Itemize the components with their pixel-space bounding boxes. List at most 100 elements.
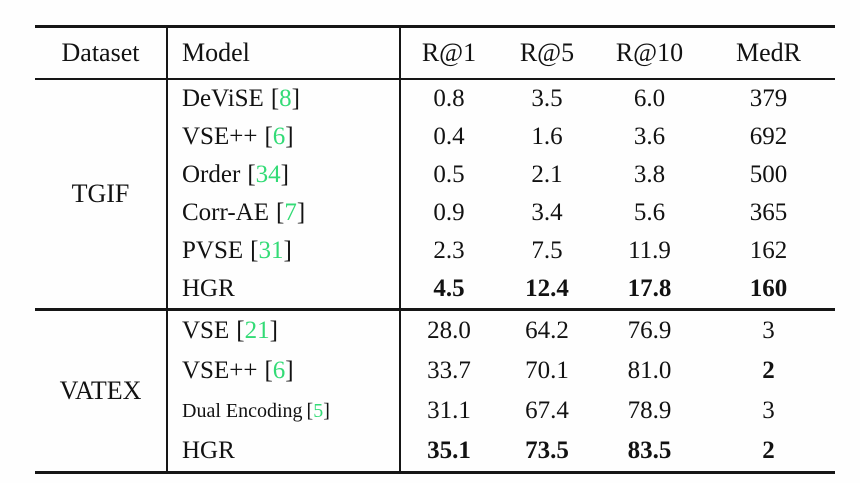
metric-value-r10: 17.8 <box>627 275 672 302</box>
metric-value-r5: 70.1 <box>525 357 569 384</box>
table-row: HGR 4.5 12.4 17.8 160 <box>35 270 835 310</box>
model-name: PVSE <box>182 237 244 264</box>
bracket-close: ] <box>296 199 306 226</box>
citation-number: 7 <box>284 199 297 226</box>
bracket-open: [ <box>270 85 280 112</box>
table-row: VSE++ [6] 0.4 1.6 3.6 692 <box>35 118 835 156</box>
citation-ref: [21] <box>236 317 278 344</box>
model-name: HGR <box>182 275 235 302</box>
bracket-close: ] <box>269 317 278 344</box>
metric-value-r5: 1.6 <box>531 123 563 150</box>
model-cell: Order [34] <box>167 156 401 194</box>
bracket-close: ] <box>283 237 292 264</box>
table-row: Order [34] 0.5 2.1 3.8 500 <box>35 156 835 194</box>
bracket-open: [ <box>247 161 256 188</box>
model-cell: VSE [21] <box>167 309 401 351</box>
metric-value-medr: 2 <box>762 437 775 464</box>
bracket-close: ] <box>291 85 300 112</box>
citation-ref: [5] <box>307 400 330 422</box>
header-row: Dataset Model R@1 R@5 R@10 MedR <box>35 26 835 80</box>
model-name: VSE++ <box>182 357 258 384</box>
column-header-r10: R@10 <box>597 26 702 80</box>
metric-value-r1: 28.0 <box>427 317 471 344</box>
metric-value-medr: 3 <box>762 397 775 424</box>
citation-ref: [7] <box>276 199 305 226</box>
model-cell: Dual Encoding [5] <box>167 391 401 431</box>
table-row: HGR 35.1 73.5 83.5 2 <box>35 431 835 473</box>
table-row: PVSE [31] 2.3 7.5 11.9 162 <box>35 232 835 270</box>
bracket-open: [ <box>275 199 285 226</box>
metric-value-medr: 160 <box>749 275 788 302</box>
model-cell: HGR <box>167 431 401 473</box>
section-vatex: VATEX VSE [21] 28.0 64.2 76.9 3 VSE++ [6] … <box>35 309 835 473</box>
citation-ref: [6] <box>264 357 293 384</box>
table-header: Dataset Model R@1 R@5 R@10 MedR <box>35 26 835 80</box>
table-row: TGIF DeViSE [8] 0.8 3.5 6.0 379 <box>35 79 835 310</box>
bracket-open: [ <box>236 317 245 344</box>
metric-value-medr: 2 <box>762 357 775 384</box>
metric-value-r1: 31.1 <box>427 397 471 424</box>
model-name: DeViSE <box>182 85 264 112</box>
citation-number: 6 <box>272 123 286 150</box>
metric-value-medr: 162 <box>749 237 788 264</box>
model-name: VSE++ <box>182 123 258 150</box>
bracket-open: [ <box>306 399 314 422</box>
citation-number: 34 <box>255 161 281 188</box>
citation-number: 5 <box>313 399 324 422</box>
metric-value-r5: 73.5 <box>525 437 569 464</box>
citation-ref: [31] <box>250 237 292 264</box>
table-row: VSE++ [6] 33.7 70.1 81.0 2 <box>35 351 835 391</box>
metric-value-r1: 2.3 <box>433 237 465 264</box>
model-cell: Corr-AE [7] <box>167 194 401 232</box>
dataset-label-vatex: VATEX <box>35 309 168 473</box>
section-tgif: TGIF DeViSE [8] 0.8 3.5 6.0 379 VSE++ [6] … <box>35 79 835 310</box>
bracket-open: [ <box>264 123 273 150</box>
metric-value-r5: 7.5 <box>531 237 563 264</box>
metric-value-r10: 78.9 <box>627 397 672 424</box>
table-row: Dual Encoding [5] 31.1 67.4 78.9 3 <box>35 391 835 431</box>
model-cell: VSE++ [6] <box>167 351 401 391</box>
results-table-container: Dataset Model R@1 R@5 R@10 MedR TGIF DeV… <box>35 25 835 474</box>
bracket-open: [ <box>250 237 259 264</box>
model-cell: PVSE [31] <box>167 232 401 270</box>
bracket-open: [ <box>264 357 273 384</box>
metric-value-r1: 0.9 <box>433 199 465 226</box>
model-name: Order <box>182 161 241 188</box>
column-header-dataset: Dataset <box>35 26 168 80</box>
model-name: Dual Encoding <box>182 399 303 422</box>
bracket-close: ] <box>280 161 289 188</box>
model-cell: DeViSE [8] <box>167 79 401 118</box>
metric-value-r10: 11.9 <box>628 237 671 264</box>
model-cell: HGR <box>167 270 401 310</box>
model-name: VSE <box>182 317 230 344</box>
model-name: Corr-AE <box>182 199 269 226</box>
metric-value-r5: 64.2 <box>525 317 569 344</box>
citation-number: 6 <box>272 357 286 384</box>
metric-value-medr: 379 <box>749 85 788 112</box>
metric-value-r10: 6.0 <box>633 85 666 112</box>
metric-value-r5: 2.1 <box>531 161 563 188</box>
column-header-r5: R@5 <box>497 26 597 80</box>
citation-ref: [8] <box>271 85 300 112</box>
results-table: Dataset Model R@1 R@5 R@10 MedR TGIF DeV… <box>35 25 835 474</box>
citation-number: 8 <box>279 85 292 112</box>
metric-value-r1: 0.5 <box>433 161 465 188</box>
citation-number: 31 <box>258 237 284 264</box>
metric-value-r1: 0.4 <box>433 123 465 150</box>
metric-value-r1: 33.7 <box>427 357 471 384</box>
bracket-close: ] <box>285 123 294 150</box>
column-header-model: Model <box>167 26 401 80</box>
metric-value-r5: 12.4 <box>525 275 569 302</box>
metric-value-r1: 35.1 <box>427 437 471 464</box>
metric-value-r1: 0.8 <box>433 85 465 112</box>
metric-value-medr: 3 <box>762 317 775 344</box>
metric-value-r10: 3.8 <box>633 161 666 188</box>
column-header-r1: R@1 <box>400 26 497 80</box>
metric-value-r5: 3.4 <box>531 199 563 226</box>
column-header-medr: MedR <box>702 26 835 80</box>
citation-ref: [6] <box>264 123 293 150</box>
table-row: VATEX VSE [21] 28.0 64.2 76.9 3 <box>35 309 835 473</box>
metric-value-medr: 365 <box>749 199 788 226</box>
metric-value-r10: 81.0 <box>627 357 672 384</box>
citation-ref: [34] <box>247 161 289 188</box>
